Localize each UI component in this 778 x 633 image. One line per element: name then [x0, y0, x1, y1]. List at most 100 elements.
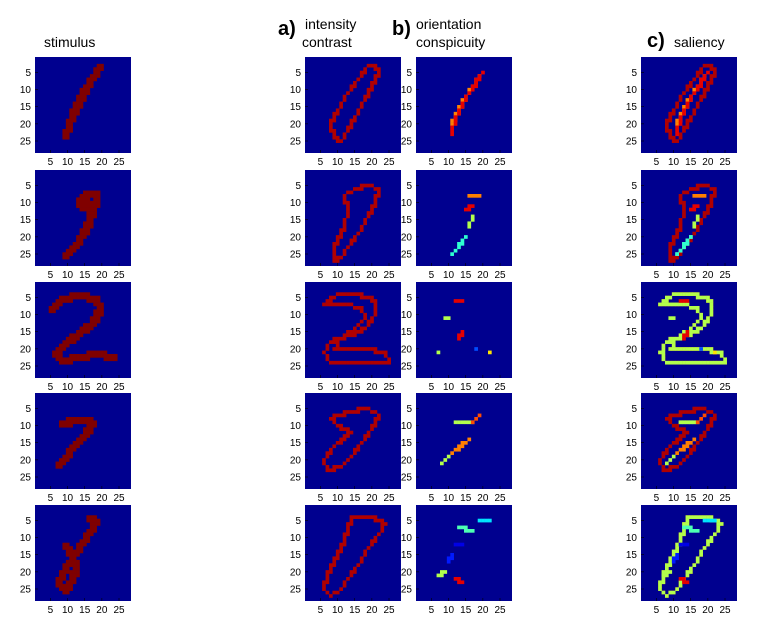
heatmap-cell: [72, 441, 77, 445]
heatmap-cell: [363, 406, 367, 411]
heatmap-cell: [709, 360, 714, 365]
heatmap-cell: [668, 129, 673, 133]
heatmap-cell: [671, 559, 676, 564]
heatmap-cell: [682, 430, 686, 435]
heatmap-cell: [661, 573, 666, 578]
heatmap-cell: [474, 77, 478, 82]
title-intensity-line2: contrast: [302, 34, 352, 50]
heatmap-cell: [69, 553, 73, 557]
heatmap-cell: [72, 115, 77, 119]
heatmap-cell: [373, 299, 378, 303]
heatmap-cell: [709, 347, 714, 351]
heatmap-cell: [373, 204, 378, 208]
heatmap-cell: [689, 566, 693, 571]
heatmap-cell: [79, 292, 84, 296]
heatmap-cell: [692, 323, 697, 327]
heatmap-cell: [349, 190, 354, 195]
heatmap-cell: [83, 224, 87, 229]
heatmap-cell: [719, 522, 724, 526]
heatmap-cell: [689, 326, 693, 331]
x-tick-label: 25: [494, 605, 506, 616]
heatmap-cell: [69, 115, 73, 119]
heatmap-cell: [706, 319, 710, 324]
heatmap-cell: [65, 559, 70, 564]
heatmap-cell: [370, 427, 374, 431]
heatmap-cell: [335, 360, 340, 365]
heatmap-cell: [59, 420, 63, 425]
heatmap-cell: [440, 570, 444, 574]
heatmap-cell: [678, 447, 683, 452]
heatmap-cell: [62, 570, 67, 574]
heatmap-cell: [110, 357, 115, 362]
heatmap-cell: [322, 583, 326, 588]
heatmap-cell: [356, 330, 361, 334]
heatmap-cell: [349, 515, 354, 519]
heatmap-cell: [457, 245, 461, 250]
heatmap-cell: [346, 245, 350, 250]
heatmap-cell: [685, 101, 690, 106]
heatmap-cell: [69, 122, 73, 126]
x-tick-label: 25: [113, 382, 125, 393]
heatmap-cell: [89, 529, 94, 533]
heatmap-cell: [339, 542, 343, 547]
heatmap-cell: [346, 410, 350, 414]
heatmap-cell: [96, 295, 101, 300]
x-tick-label: 5: [48, 270, 54, 281]
heatmap-cell: [380, 360, 385, 365]
heatmap-cell: [373, 420, 378, 425]
heatmap-cell: [93, 319, 97, 324]
heatmap-cell: [713, 187, 717, 191]
y-tick-label: 20: [401, 567, 413, 578]
heatmap-cell: [76, 111, 80, 116]
y-tick-label: 5: [295, 68, 301, 79]
heatmap-cell: [349, 238, 354, 243]
heatmap-cell: [359, 187, 364, 191]
heatmap-cell: [349, 454, 354, 459]
heatmap-cell: [332, 563, 337, 567]
y-tick-label: 10: [401, 85, 413, 96]
heatmap-cell: [682, 111, 686, 116]
x-tick-label: 5: [318, 157, 324, 168]
heatmap-cell: [702, 360, 707, 365]
heatmap-cell: [89, 200, 94, 205]
heatmap-cell: [65, 454, 70, 459]
heatmap-cell: [689, 235, 693, 239]
heatmap-cell: [93, 204, 97, 208]
heatmap-cell: [702, 323, 707, 327]
heatmap-cell: [713, 518, 717, 523]
heatmap-cell: [713, 190, 717, 195]
heatmap-cell: [678, 347, 683, 351]
heatmap-cell: [89, 532, 94, 537]
heatmap-cell: [342, 224, 347, 229]
heatmap-cell: [346, 532, 350, 537]
heatmap-cell: [356, 447, 361, 452]
heatmap-cell: [72, 573, 77, 578]
heatmap-cell: [675, 542, 679, 547]
heatmap-cell: [695, 74, 700, 78]
y-tick-label: 15: [20, 327, 32, 338]
heatmap-cell: [668, 465, 673, 469]
heatmap-cell: [325, 465, 330, 469]
heatmap-cell: [716, 525, 721, 530]
heatmap-cell: [695, 309, 700, 314]
heatmap-cell: [100, 312, 104, 317]
heatmap-cell: [671, 135, 676, 140]
heatmap-cell: [69, 420, 73, 425]
heatmap-cell: [682, 580, 686, 585]
heatmap-cell: [65, 553, 70, 557]
x-tick-label: 20: [366, 270, 378, 281]
heatmap-cell: [474, 347, 478, 351]
y-tick-label: 10: [20, 533, 32, 544]
heatmap-cell: [89, 515, 94, 519]
heatmap-cell: [353, 118, 357, 123]
heatmap-cell: [689, 306, 693, 310]
heatmap-cell: [363, 221, 367, 226]
heatmap-cell: [457, 105, 461, 109]
y-tick-label: 25: [290, 362, 302, 373]
heatmap-cell: [79, 242, 84, 246]
heatmap-cell: [79, 207, 84, 212]
heatmap-cell: [685, 542, 690, 547]
heatmap-cell: [335, 340, 340, 344]
heatmap-cell: [678, 437, 683, 442]
heatmap-cell: [709, 200, 714, 205]
